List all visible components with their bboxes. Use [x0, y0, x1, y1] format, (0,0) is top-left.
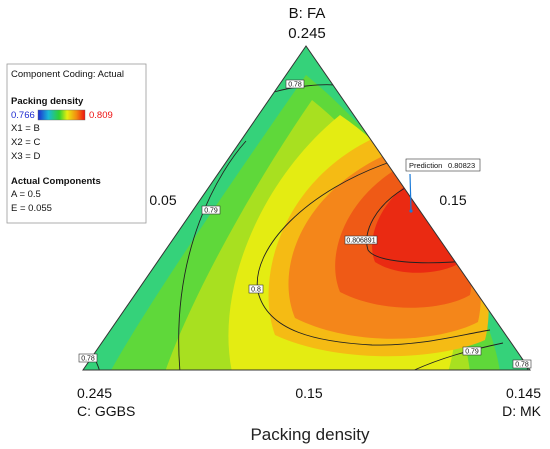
prediction-value: 0.80823 — [448, 161, 475, 170]
legend: Component Coding: Actual Packing density… — [6, 63, 147, 224]
prediction-flag: Prediction 0.80823 — [405, 158, 481, 213]
left-edge-tick: 0.05 — [149, 192, 176, 208]
contour-label-078-left: 0.78 — [81, 356, 95, 363]
legend-response: Packing density — [11, 96, 84, 107]
legend-code-1: X1 = B — [11, 123, 40, 134]
contour-0.79-right — [409, 342, 504, 370]
contour-label-079-right: 0.79 — [465, 349, 479, 356]
legend-max: 0.809 — [89, 110, 113, 121]
contour-0.8 — [256, 159, 491, 346]
prediction-label: Prediction — [409, 161, 442, 170]
contour-labels: 0.78 0.78 0.78 0.79 0.79 0.8 0.806891 — [78, 79, 532, 369]
contour-label-078-top: 0.78 — [288, 82, 302, 89]
triangle-border — [82, 45, 531, 371]
contour-0.79-left — [178, 140, 247, 370]
bottom-edge-tick: 0.15 — [295, 385, 322, 401]
bottom-left-name: C: GGBS — [77, 403, 135, 419]
prediction-point — [409, 209, 413, 213]
top-vertex-name: B: FA — [289, 5, 326, 22]
contour-lines — [83, 84, 529, 370]
legend-coding: Component Coding: Actual — [11, 69, 124, 80]
contour-label-080: 0.8 — [251, 287, 261, 294]
bottom-right-value: 0.145 — [506, 385, 541, 401]
legend-color-bar — [37, 109, 86, 121]
legend-actual-heading: Actual Components — [11, 176, 101, 187]
legend-code-3: X3 = D — [11, 151, 40, 162]
chart-title: Packing density — [250, 425, 370, 444]
bottom-right-name: D: MK — [502, 403, 542, 419]
contour-label-0806891: 0.806891 — [346, 238, 375, 245]
top-vertex-value: 0.245 — [288, 25, 326, 42]
legend-actual-1: A = 0.5 — [11, 189, 41, 200]
legend-actual-2: E = 0.055 — [11, 203, 52, 214]
contour-0.78-top — [273, 84, 335, 93]
legend-code-2: X2 = C — [11, 137, 40, 148]
bottom-left-value: 0.245 — [77, 385, 112, 401]
legend-min: 0.766 — [11, 110, 35, 121]
contour-label-078-right: 0.78 — [515, 362, 529, 369]
contour-label-079-left: 0.79 — [204, 208, 218, 215]
contour-0.806891 — [366, 187, 477, 264]
right-edge-tick: 0.15 — [439, 192, 466, 208]
